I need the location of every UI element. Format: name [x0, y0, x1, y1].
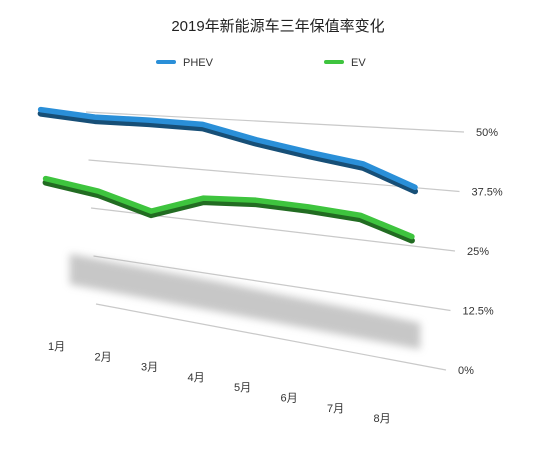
series-lines: [37, 106, 419, 244]
gridline: [95, 303, 447, 371]
x-axis-ticks: 1月 2月 3月 4月 5月 6月 7月 8月: [48, 341, 391, 425]
data-point-ev: [149, 209, 153, 213]
series-line-side-ev: [42, 179, 415, 244]
legend: PHEV EV: [156, 57, 366, 69]
x-tick-label: 3月: [141, 362, 158, 374]
data-point-phev: [93, 115, 97, 119]
x-tick-label: 4月: [188, 372, 205, 384]
legend-label-ev: EV: [351, 57, 366, 69]
floor-shadow: [69, 253, 421, 350]
chart-title: 2019年新能源车三年保值率变化: [171, 18, 384, 35]
y-tick-label: 25%: [467, 246, 489, 258]
series-line-phev: [37, 106, 418, 191]
data-point-phev: [201, 122, 205, 126]
data-point-ev: [96, 189, 100, 193]
gridline: [85, 111, 465, 133]
legend-label-phev: PHEV: [183, 57, 214, 69]
series-line-ev: [42, 175, 415, 240]
x-tick-label: 6月: [281, 393, 298, 405]
x-tick-label: 7月: [327, 403, 344, 415]
series-shadow: [69, 253, 421, 350]
y-tick-label: 50%: [476, 127, 498, 139]
data-point-phev: [254, 138, 258, 142]
data-point-ev: [201, 196, 205, 200]
y-tick-label: 12.5%: [463, 306, 494, 318]
data-point-phev: [147, 118, 151, 122]
data-point-ev: [254, 198, 258, 202]
data-point-phev: [361, 162, 365, 166]
data-point-ev: [358, 213, 362, 217]
x-tick-label: 1月: [48, 341, 65, 353]
data-point-ev: [44, 177, 48, 181]
legend-swatch-ev: [324, 60, 344, 64]
x-tick-label: 2月: [95, 351, 112, 363]
x-tick-label: 5月: [234, 382, 251, 394]
data-point-phev: [308, 150, 312, 154]
data-point-phev: [39, 108, 43, 112]
gridline: [93, 255, 451, 312]
series-line-side-phev: [37, 110, 419, 195]
data-point-ev: [410, 235, 414, 239]
data-point-ev: [306, 205, 310, 209]
x-tick-label: 8月: [374, 413, 391, 425]
legend-swatch-phev: [156, 60, 176, 64]
y-tick-label: 37.5%: [472, 187, 503, 199]
data-point-phev: [413, 185, 417, 189]
y-tick-label: 0%: [458, 365, 474, 377]
y-axis-ticks: 0% 12.5% 25% 37.5% 50%: [458, 127, 503, 377]
